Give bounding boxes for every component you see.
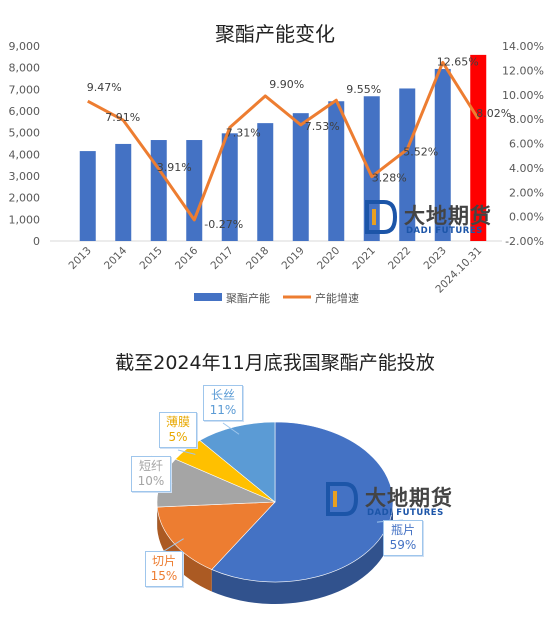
right-axis-tick-label: 14.00% (502, 40, 544, 53)
pie-slice-label: 长丝 (210, 388, 235, 402)
bar (470, 54, 487, 242)
legend-label-line: 产能增速 (315, 291, 359, 305)
data-label: 7.91% (105, 111, 140, 124)
dadi-logo-icon (326, 482, 359, 516)
pie-slice (199, 421, 276, 503)
pie-chart-title: 截至2024年11月底我国聚酯产能投放 (115, 352, 435, 374)
watermark-cn: 大地期货 (365, 486, 453, 510)
bar (257, 123, 274, 241)
right-axis-tick-label: 0.00% (509, 211, 544, 224)
left-axis-tick-label: 8,000 (9, 62, 41, 75)
pie-callout: 长丝 11% (203, 385, 243, 421)
watermark-en: DADI FUTURES (367, 508, 444, 518)
left-axis-tick-label: 3,000 (9, 170, 41, 183)
bar (399, 88, 416, 241)
right-axis-tick-label: 4.00% (509, 162, 544, 175)
watermark-cn: 大地期货 (404, 204, 492, 228)
watermark-en: DADI FUTURES (406, 226, 483, 236)
data-label: 7.31% (226, 127, 261, 140)
callout-leader (177, 449, 196, 455)
callout-leader (163, 538, 184, 552)
pie-slice-side (211, 502, 393, 604)
data-label: 9.47% (87, 81, 122, 94)
left-axis-tick-label: 2,000 (9, 192, 41, 205)
data-label: 5.52% (403, 145, 438, 158)
left-axis-tick-label: 7,000 (9, 83, 41, 96)
pie-slice-label: 瓶片 (390, 523, 415, 537)
pie-callout: 切片 15% (145, 551, 183, 587)
data-label: 12.65% (437, 55, 479, 68)
pie-slice-label: 薄膜 (165, 415, 190, 429)
dadi-logo-icon (365, 200, 398, 234)
pie-slice-pct: 10% (137, 474, 165, 488)
right-axis-tick-label: 12.00% (502, 64, 544, 77)
right-axis-tick-label: 8.00% (509, 113, 544, 126)
left-axis-tick-label: 5,000 (9, 127, 41, 140)
pie-slice-pct: 5% (168, 430, 188, 444)
bar-line-chart-title: 聚酯产能变化 (215, 22, 335, 46)
data-label: 8.02% (476, 107, 511, 120)
pie-callout: 薄膜 5% (159, 412, 197, 448)
data-label: 3.28% (372, 172, 407, 185)
legend-label-bar: 聚酯产能 (226, 291, 270, 305)
data-label: 3.91% (157, 161, 192, 174)
pie-slice-label: 短纤 (138, 459, 163, 473)
right-axis-tick-label: -2.00% (505, 235, 544, 248)
pie-callout: 短纤 10% (131, 456, 171, 492)
left-axis-tick-label: 1,000 (9, 213, 41, 226)
pie-callout: 瓶片 59% (383, 520, 423, 556)
right-axis-tick-label: 2.00% (509, 186, 544, 199)
growth-line (87, 60, 480, 222)
data-label: 9.90% (269, 78, 304, 91)
bar (328, 101, 345, 241)
bar (434, 68, 451, 241)
data-label: 7.53% (305, 120, 340, 133)
pie-slice-label: 切片 (151, 554, 176, 568)
right-axis-tick-label: 10.00% (502, 89, 544, 102)
left-axis-tick-label: 6,000 (9, 105, 41, 118)
left-axis-tick-label: 9,000 (9, 40, 41, 53)
bar (221, 133, 238, 241)
legend-swatch-bar (194, 293, 222, 301)
pie-slice-pct: 15% (150, 569, 178, 583)
pie-slice-pct: 59% (389, 538, 417, 552)
left-axis-tick-label: 0 (33, 235, 40, 248)
pie-slice-pct: 11% (209, 403, 237, 417)
pie-slice-side (157, 507, 212, 592)
left-axis-tick-label: 4,000 (9, 148, 41, 161)
bar (79, 151, 96, 241)
bar (292, 113, 309, 241)
right-axis-tick-label: 6.00% (509, 138, 544, 151)
data-label: 9.55% (346, 83, 381, 96)
bar-line-chart: 0 1,000 2,000 3,000 4,000 5,000 6,000 7,000 8,00… (9, 40, 545, 305)
pie-slice (156, 501, 276, 570)
data-label: -0.27% (204, 218, 243, 231)
bar (115, 143, 132, 241)
callout-leader (222, 422, 240, 435)
